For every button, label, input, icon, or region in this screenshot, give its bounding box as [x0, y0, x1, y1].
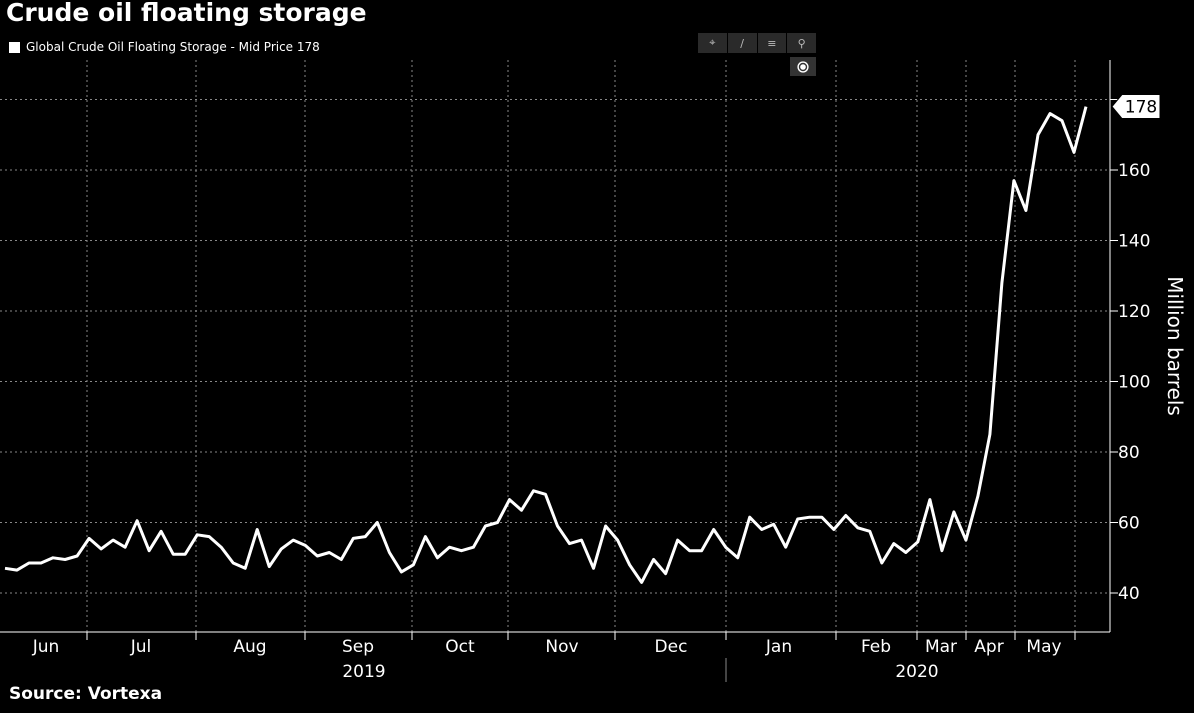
series-line	[4, 106, 1088, 584]
xtick-label: Jul	[130, 637, 152, 657]
xtick-label: Sep	[342, 637, 374, 657]
ytick-label: 160	[1118, 161, 1150, 181]
xtick-label: Jan	[765, 637, 792, 657]
legend: Global Crude Oil Floating Storage - Mid …	[9, 40, 320, 54]
source-note: Source: Vortexa	[9, 684, 163, 704]
ytick-label: 60	[1118, 514, 1140, 534]
xtick-label: May	[1026, 637, 1061, 657]
last-value-label: 178	[1125, 98, 1157, 118]
xtick-label: Nov	[545, 637, 578, 657]
labels: 40 60 80 100 120 140 160 Jun Jul Aug Sep Oct Nov Dec J…	[32, 94, 1187, 682]
last-value-tag: 178	[1111, 94, 1161, 120]
axes	[0, 60, 1118, 682]
ytick-label: 80	[1118, 443, 1140, 463]
crosshair-icon[interactable]: ⌖	[698, 33, 727, 53]
chart-title: Crude oil floating storage	[6, 0, 367, 27]
legend-label: Global Crude Oil Floating Storage - Mid …	[26, 40, 320, 54]
ytick-label: 100	[1118, 373, 1150, 393]
ytick-label: 120	[1118, 302, 1150, 322]
list-icon[interactable]: ≡	[757, 33, 787, 53]
year-label: 2020	[895, 662, 938, 682]
xtick-label: Apr	[974, 637, 1003, 657]
y-axis-label: Million barrels	[1163, 276, 1187, 416]
ytick-label: 140	[1118, 232, 1150, 252]
legend-swatch	[9, 41, 20, 53]
xtick-label: Aug	[233, 637, 266, 657]
zoom-icon[interactable]: ⚲	[787, 33, 816, 53]
last-value-box	[1111, 94, 1161, 120]
chart-toolbar: ⌖ ∕ ≡ ⚲	[698, 33, 816, 53]
xtick-label: Mar	[925, 637, 957, 657]
xtick-label: Jun	[32, 637, 60, 657]
pen-icon[interactable]: ∕	[727, 33, 757, 53]
xtick-label: Oct	[445, 637, 475, 657]
series	[4, 106, 1088, 584]
xtick-label: Dec	[655, 637, 688, 657]
ytick-label: 40	[1118, 584, 1140, 604]
settings-circle-icon[interactable]	[790, 57, 816, 76]
xtick-label: Feb	[861, 637, 891, 657]
year-label: 2019	[342, 662, 385, 682]
